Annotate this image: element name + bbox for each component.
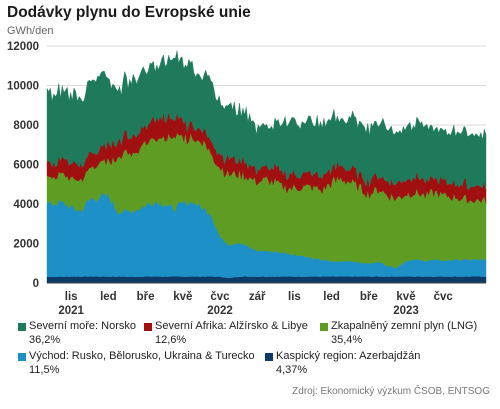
legend-share: 12,6% bbox=[155, 334, 187, 346]
y-tick-label: 0 bbox=[33, 278, 39, 290]
x-tick-label: čvc bbox=[210, 291, 230, 303]
legend-swatch bbox=[265, 353, 273, 361]
y-tick-label: 4000 bbox=[13, 199, 39, 211]
chart-subtitle: GWh/den bbox=[7, 25, 54, 37]
x-tick-label: kvě bbox=[396, 291, 415, 303]
y-tick-label: 2000 bbox=[13, 239, 39, 251]
legend-label: Východ: Rusko, Bělorusko, Ukraina & Ture… bbox=[29, 350, 255, 362]
x-year-label: 2021 bbox=[58, 305, 84, 317]
x-tick-label: čvc bbox=[434, 291, 454, 303]
y-tick-label: 10000 bbox=[7, 81, 39, 93]
legend-label: Severní moře: Norsko bbox=[29, 320, 136, 332]
legend-share: 4,37% bbox=[276, 364, 308, 376]
x-tick-label: led bbox=[323, 291, 340, 303]
x-tick-label: kvě bbox=[173, 291, 192, 303]
legend-share: 35,4% bbox=[331, 334, 363, 346]
legend-swatch bbox=[18, 323, 26, 331]
legend-label: Kaspický region: Azerbajdžán bbox=[276, 350, 421, 362]
legend-share: 36,2% bbox=[29, 334, 61, 346]
legend-share: 11,5% bbox=[29, 364, 60, 376]
legend-label: Zkapalněný zemní plyn (LNG) bbox=[331, 320, 478, 332]
legend-label: Severní Afrika: Alžírsko & Libye bbox=[155, 320, 308, 332]
x-tick-label: lis bbox=[65, 291, 78, 303]
x-axis: lis led bře kvě čvc zář lis led bře kvě čvc 2021 202… bbox=[47, 282, 486, 317]
area-series bbox=[46, 50, 487, 284]
x-tick-label: bře bbox=[137, 291, 155, 303]
x-tick-label: bře bbox=[360, 291, 378, 303]
area-1 bbox=[46, 275, 487, 284]
x-year-label: 2023 bbox=[393, 305, 419, 317]
chart-title: Dodávky plynu do Evropské unie bbox=[7, 4, 251, 21]
x-tick-label: lis bbox=[288, 291, 301, 303]
y-tick-label: 8000 bbox=[13, 120, 39, 132]
source-note: Zdroj: Ekonomický výzkum ČSOB, ENTSOG bbox=[292, 386, 490, 397]
x-tick-label: zář bbox=[249, 291, 266, 303]
area-5 bbox=[46, 50, 487, 191]
x-tick-label: led bbox=[100, 291, 117, 303]
legend-swatch bbox=[18, 353, 26, 361]
legend-swatch bbox=[144, 323, 152, 331]
y-tick-label: 6000 bbox=[13, 160, 39, 172]
legend-swatch bbox=[320, 323, 328, 331]
y-axis: 0 2000 4000 6000 8000 10000 12000 bbox=[7, 41, 39, 290]
y-tick-label: 12000 bbox=[7, 41, 39, 53]
x-year-label: 2022 bbox=[207, 305, 233, 317]
